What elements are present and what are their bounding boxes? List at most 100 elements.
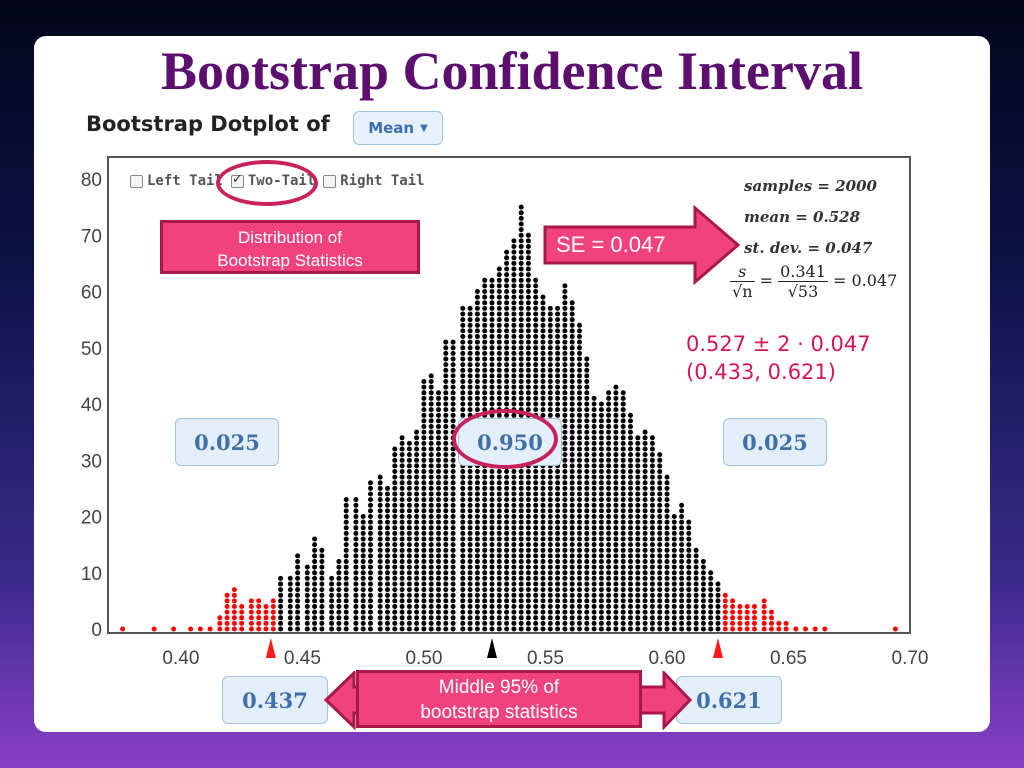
middle-dot	[421, 457, 427, 463]
middle-dot	[511, 384, 517, 390]
middle-dot	[518, 384, 524, 390]
middle-dot	[540, 570, 546, 576]
middle-dot	[577, 401, 582, 407]
middle-dot	[533, 547, 539, 553]
upper-bound-box[interactable]: 0.621	[676, 676, 782, 724]
middle-dot	[360, 570, 366, 576]
middle-dot	[540, 356, 546, 362]
middle-dot	[496, 379, 502, 384]
middle-dot	[278, 592, 284, 598]
middle-dot	[657, 480, 663, 486]
middle-dot	[467, 615, 473, 621]
middle-dot	[312, 553, 318, 559]
middle-dot	[304, 570, 310, 576]
middle-dot	[628, 474, 633, 480]
middle-dot	[312, 559, 318, 564]
middle-dot	[414, 575, 420, 581]
middle-dot	[450, 367, 456, 373]
middle-dot	[584, 440, 590, 446]
middle-dot	[329, 587, 335, 593]
right-tail-checkbox[interactable]	[323, 174, 337, 188]
middle-dot	[518, 497, 524, 503]
middle-dot	[482, 547, 488, 553]
left-tail-proportion[interactable]: 0.025	[175, 418, 279, 466]
middle-dot	[547, 469, 553, 474]
middle-dot	[620, 407, 626, 413]
middle-dot	[591, 452, 597, 458]
middle-dot	[312, 564, 318, 570]
middle-dot	[343, 620, 349, 626]
middle-dot	[540, 626, 546, 632]
middle-dot	[569, 609, 575, 615]
middle-dot	[518, 542, 524, 548]
middle-dot	[664, 570, 670, 576]
middle-dot	[555, 373, 561, 379]
left-tail-checkbox[interactable]	[130, 174, 143, 188]
middle-dot	[467, 345, 473, 351]
middle-dot	[577, 620, 582, 626]
middle-dot	[287, 615, 293, 621]
middle-dot	[385, 547, 390, 553]
middle-dot	[414, 581, 420, 587]
middle-dot	[385, 609, 390, 615]
middle-dot	[428, 379, 434, 384]
middle-dot	[414, 536, 420, 542]
y-tick-label: 10	[81, 564, 102, 585]
middle-dot	[474, 356, 480, 362]
right-tail-proportion[interactable]: 0.025	[723, 418, 827, 466]
middle-dot	[642, 553, 648, 559]
middle-dot	[392, 604, 398, 609]
middle-dot	[474, 311, 480, 317]
middle-dot	[443, 390, 449, 396]
middle-dot	[385, 587, 390, 593]
middle-dot	[584, 474, 590, 480]
middle-dot	[436, 452, 441, 458]
middle-dot	[450, 620, 456, 626]
middle-dot	[406, 525, 412, 531]
middle-dot	[679, 626, 685, 632]
statistic-dropdown[interactable]: Mean ▼	[353, 111, 443, 145]
middle-dot	[428, 547, 434, 553]
middle-dot	[511, 480, 517, 486]
middle-dot	[496, 508, 502, 514]
middle-dot	[385, 497, 390, 503]
left-tail-option[interactable]: Left Tail	[130, 173, 223, 189]
middle-dot	[504, 514, 510, 519]
middle-dot	[577, 609, 582, 615]
middle-dot	[392, 542, 398, 548]
middle-dot	[533, 559, 539, 564]
middle-dot	[336, 581, 342, 587]
middle-dot	[385, 615, 390, 621]
y-tick-label: 0	[91, 620, 102, 641]
middle-dot	[421, 435, 427, 441]
middle-dot	[504, 530, 510, 536]
middle-dot	[443, 564, 449, 570]
middle-dot	[540, 379, 546, 384]
middle-dot	[525, 283, 531, 289]
middle-dot	[649, 604, 655, 609]
middle-dot	[525, 322, 531, 328]
right-tail-option[interactable]: Right Tail	[323, 173, 425, 189]
middle-dot	[569, 474, 575, 480]
middle-dot	[584, 480, 590, 486]
middle-dot	[443, 446, 449, 452]
middle-dot	[679, 587, 685, 593]
lower-bound-box[interactable]: 0.437	[222, 676, 328, 724]
middle-dot	[406, 474, 412, 480]
middle-dot	[312, 570, 318, 576]
middle-dot	[628, 609, 633, 615]
middle-dot	[343, 598, 349, 604]
middle-dot	[606, 463, 612, 469]
middle-dot	[436, 474, 441, 480]
middle-dot	[649, 463, 655, 469]
middle-dot	[547, 384, 553, 390]
middle-dot	[598, 542, 604, 548]
middle-dot	[569, 334, 575, 339]
middle-dot	[450, 525, 456, 531]
middle-dot	[613, 581, 619, 587]
middle-dot	[555, 334, 561, 339]
middle-dot	[399, 559, 405, 564]
middle-dot	[584, 407, 590, 413]
middle-dot	[489, 294, 495, 300]
middle-dot	[428, 604, 434, 609]
